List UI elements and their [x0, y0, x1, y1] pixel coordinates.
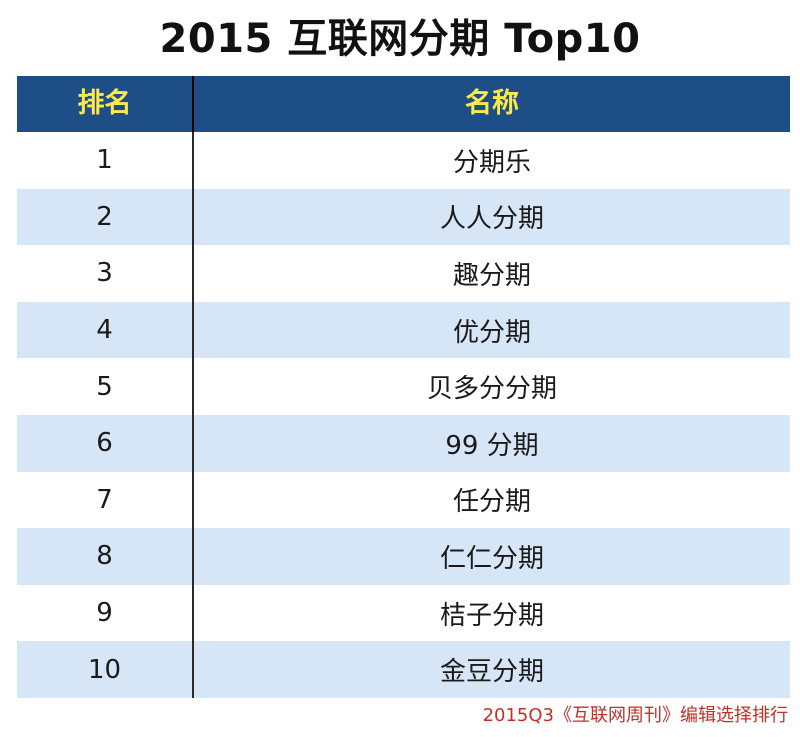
rank-cell: 1 [17, 132, 194, 189]
name-cell: 人人分期 [439, 204, 544, 235]
table-row: 5 贝多分分期 [17, 358, 790, 415]
header-rank: 排名 [17, 76, 194, 132]
table-row: 2 人人分期 [17, 188, 790, 246]
table-row: 3 趣分期 [17, 245, 790, 302]
table-row: 8 仁仁分期 [17, 528, 790, 585]
rank-cell: 5 [17, 358, 194, 415]
name-cell: 分期乐 [452, 147, 531, 178]
name-cell: 仁仁分期 [439, 543, 544, 574]
rank-cell: 2 [17, 188, 194, 246]
name-cell: 趣分期 [452, 260, 531, 291]
name-cell: 优分期 [452, 317, 531, 348]
name-cell: 任分期 [452, 487, 531, 518]
ranking-table: 排名 名称 1 分期乐 2 人人分期 3 趣分期 4 优分期 5 贝多分分期 6… [17, 76, 790, 698]
table-row: 1 分期乐 [17, 132, 790, 189]
table-row: 10 金豆分期 [17, 641, 790, 698]
name-cell: 贝多分分期 [426, 374, 557, 405]
rank-cell: 6 [17, 414, 194, 472]
rank-cell: 9 [17, 584, 194, 642]
table-row: 4 优分期 [17, 301, 790, 359]
page-title: 2015 互联网分期 Top10 [159, 16, 641, 62]
header-name: 名称 [465, 88, 519, 119]
table-row: 7 任分期 [17, 471, 790, 529]
rank-cell: 4 [17, 301, 194, 359]
name-cell: 99 分期 [445, 430, 539, 461]
source-caption: 2015Q3《互联网周刊》编辑选择排行 [482, 705, 788, 726]
name-cell: 金豆分期 [439, 657, 544, 688]
table-row: 6 99 分期 [17, 414, 790, 472]
table-row: 9 桔子分期 [17, 584, 790, 642]
name-cell: 桔子分期 [439, 600, 544, 631]
rank-cell: 10 [17, 641, 194, 698]
rank-cell: 7 [17, 471, 194, 529]
table-header: 排名 名称 [17, 76, 790, 132]
rank-cell: 3 [17, 245, 194, 302]
rank-cell: 8 [17, 528, 194, 585]
